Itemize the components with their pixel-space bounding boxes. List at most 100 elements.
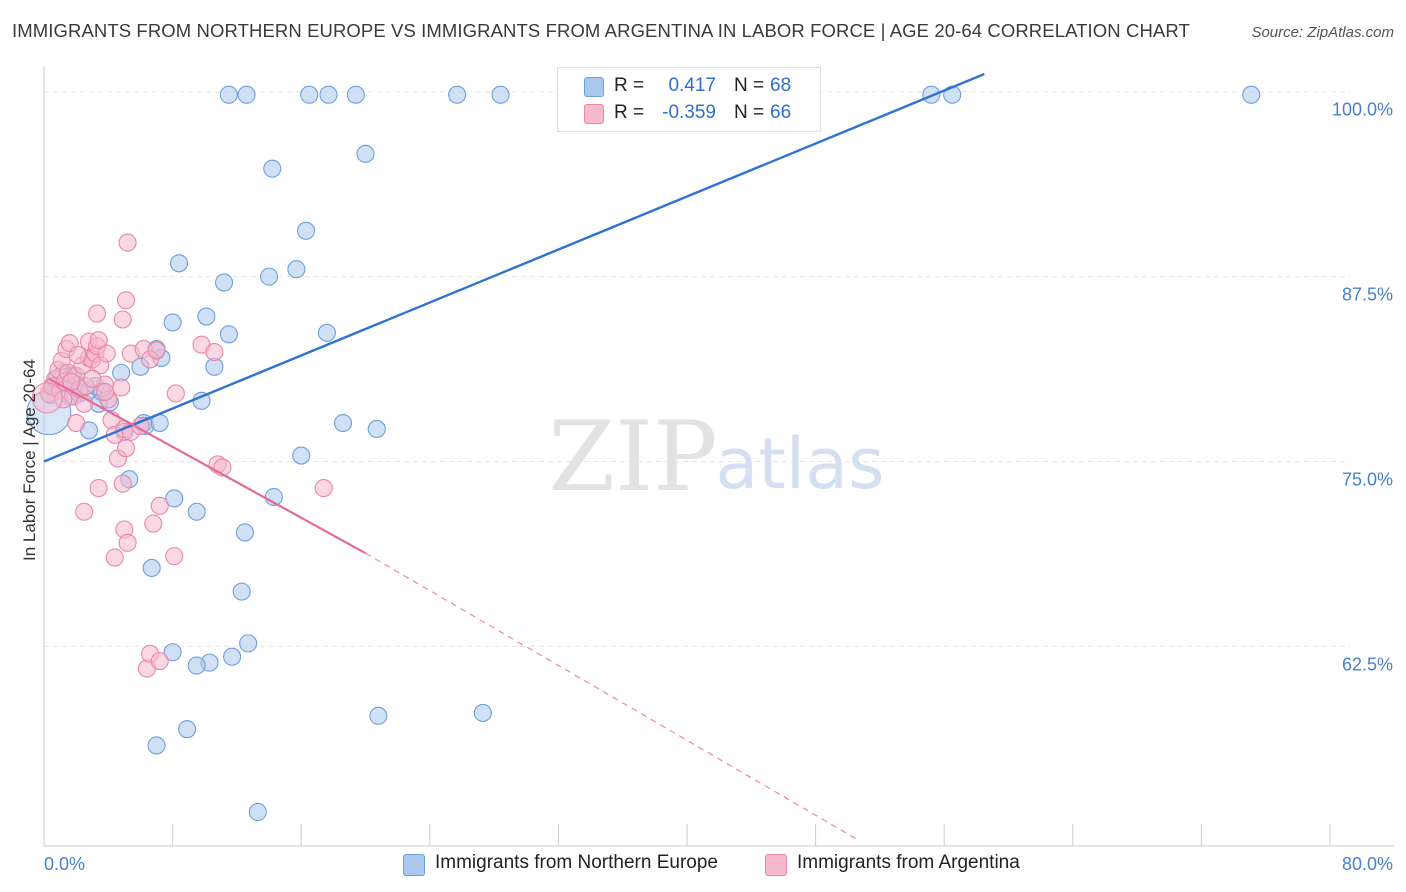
y-tick-label: 87.5% <box>1342 285 1393 305</box>
data-point <box>187 656 206 675</box>
data-point <box>214 273 234 292</box>
data-point <box>239 634 258 653</box>
legend-swatch-pink <box>765 854 787 876</box>
data-point <box>248 802 267 822</box>
data-point <box>147 736 166 755</box>
data-point <box>118 233 137 252</box>
watermark-zip: ZIP <box>548 401 717 513</box>
watermark-atlas: atlas <box>715 423 884 505</box>
trend-lines <box>43 72 985 840</box>
data-point <box>142 558 161 578</box>
data-point <box>163 313 182 332</box>
legend-row-argentina: R = -0.359 N = 66 <box>558 101 820 127</box>
data-point <box>178 720 197 739</box>
legend-label: Immigrants from Argentina <box>797 852 1020 873</box>
data-point <box>113 474 132 493</box>
correlation-legend: R = 0.417 N = 68 R = -0.359 N = 66 <box>557 67 821 132</box>
y-axis-label: In Labor Force | Age 20-64 <box>20 359 39 561</box>
data-point <box>205 342 224 362</box>
data-point <box>346 85 365 104</box>
watermark: ZIP atlas <box>548 401 884 513</box>
data-point <box>317 323 336 342</box>
data-point <box>116 291 136 310</box>
data-point <box>54 390 73 409</box>
data-point <box>287 260 306 279</box>
data-point <box>75 502 94 521</box>
data-point <box>105 548 124 567</box>
data-point <box>113 310 132 329</box>
data-point <box>116 439 136 458</box>
data-point <box>292 446 311 465</box>
data-point <box>83 369 102 388</box>
legend-r-label: R = <box>614 102 645 123</box>
legend-n-value: 66 <box>770 102 792 123</box>
data-point <box>87 304 107 323</box>
legend-n-value: 68 <box>770 75 792 96</box>
data-point <box>197 307 216 326</box>
chart-title: IMMIGRANTS FROM NORTHERN EUROPE VS IMMIG… <box>12 20 1190 41</box>
data-point <box>144 514 163 533</box>
y-tick-label: 100.0% <box>1332 100 1393 120</box>
data-point <box>89 331 108 350</box>
x-tick-label-right: 80.0% <box>1342 854 1393 874</box>
data-point <box>219 325 238 344</box>
data-point <box>67 413 86 433</box>
data-point <box>68 345 87 365</box>
trend-line-argentina-extension <box>365 552 857 840</box>
data-point <box>333 413 353 433</box>
axes <box>43 66 1394 847</box>
data-point <box>296 221 316 240</box>
data-point <box>118 533 137 552</box>
data-point <box>1242 85 1261 104</box>
data-point <box>165 489 184 508</box>
data-point <box>367 419 386 438</box>
data-point <box>166 384 185 403</box>
data-point <box>147 341 166 360</box>
data-point <box>491 85 510 104</box>
data-point <box>448 85 467 104</box>
legend-label: Immigrants from Northern Europe <box>435 852 718 873</box>
data-point <box>235 523 254 542</box>
data-point <box>187 502 206 521</box>
legend-r-value: 0.417 <box>668 75 716 96</box>
data-point <box>163 643 182 662</box>
x-tick-label-left: 0.0% <box>44 854 85 874</box>
legend-swatch-blue <box>584 77 604 97</box>
data-point <box>263 159 282 178</box>
trend-line-argentina <box>48 377 367 555</box>
data-point <box>300 85 319 104</box>
legend-n-label: N = <box>734 75 765 96</box>
data-point <box>219 85 238 104</box>
grid-lines <box>44 91 1350 647</box>
tick-labels: 100.0% 87.5% 75.0% 62.5% 0.0% 80.0% <box>44 100 1393 874</box>
data-point <box>369 706 388 725</box>
series-argentina-points <box>31 233 333 678</box>
data-point-cluster <box>31 382 63 414</box>
legend-row-northern-europe: R = 0.417 N = 68 <box>558 74 820 100</box>
data-point <box>97 344 116 363</box>
legend-swatch-blue <box>403 854 425 876</box>
y-tick-label: 75.0% <box>1342 469 1393 489</box>
data-point <box>96 382 115 402</box>
data-point <box>223 647 242 666</box>
data-point <box>314 479 333 498</box>
legend-r-value: -0.359 <box>662 102 716 123</box>
data-point <box>237 85 256 104</box>
legend-swatch-pink <box>584 104 604 124</box>
data-point <box>319 85 338 104</box>
source-label: Source: ZipAtlas.com <box>1251 24 1394 41</box>
data-point <box>259 267 279 286</box>
data-point <box>89 479 108 498</box>
legend-n-label: N = <box>734 102 765 123</box>
y-tick-label: 62.5% <box>1342 654 1393 674</box>
data-point <box>232 582 251 601</box>
data-point <box>150 496 169 515</box>
data-point <box>165 547 184 566</box>
legend-r-label: R = <box>614 75 645 96</box>
data-point <box>169 254 189 273</box>
trend-line-northern-europe <box>43 72 985 463</box>
series-legend: Immigrants from Northern Europe Immigran… <box>0 852 1406 878</box>
data-point <box>112 378 131 397</box>
data-point <box>150 652 169 671</box>
